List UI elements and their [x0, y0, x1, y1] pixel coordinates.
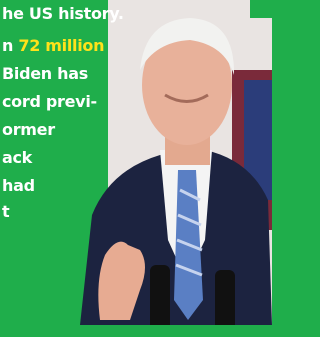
- page: he US history. n 72 million Biden has co…: [0, 0, 272, 337]
- text-line: ormer: [2, 120, 55, 139]
- text-line: Biden has: [2, 64, 88, 83]
- text-line: n 72 million: [2, 36, 104, 55]
- text-line: t: [2, 202, 9, 221]
- text-line: ack: [2, 148, 32, 167]
- text: n: [2, 36, 13, 55]
- text-line: had: [2, 176, 35, 195]
- text-line: cord previ-: [2, 92, 97, 111]
- highlight: 72 million: [18, 36, 104, 55]
- green-bottom-strip: [0, 325, 272, 337]
- green-corner: [250, 0, 272, 18]
- text-line: he US history.: [2, 4, 124, 23]
